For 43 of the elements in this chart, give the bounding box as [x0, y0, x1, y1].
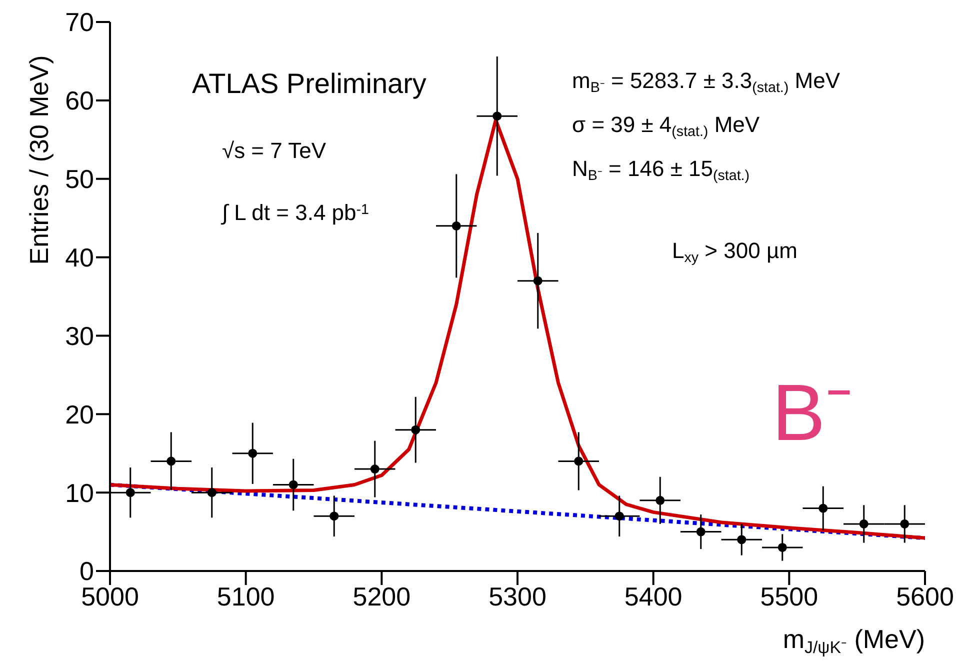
x-tick-label: 5500 [760, 581, 818, 612]
annotation: L$_{xy}$ > 300 µm [672, 238, 798, 266]
point [248, 448, 258, 458]
point [574, 456, 584, 466]
point [330, 512, 339, 521]
annotation: B⁻ [772, 368, 852, 457]
point [696, 527, 706, 536]
annotation: σ = 39 ± 4$_{(stat.)}$ MeV [572, 112, 760, 140]
point [859, 519, 868, 528]
annotation: ∫ L dt = 3.4 pb$^{-1}$ [220, 200, 370, 225]
point [411, 425, 420, 434]
x-tick-label: 5600 [896, 581, 954, 612]
y-tick-label: 30 [65, 320, 94, 351]
point [656, 496, 665, 505]
point [778, 542, 787, 552]
y-axis-title: Entries / (30 MeV) [24, 55, 54, 265]
annotation: m$_{B⁻}$ = 5283.7 ± 3.3$_{(stat.)}$ MeV [572, 68, 840, 96]
point [737, 535, 746, 544]
y-tick-label: 40 [65, 242, 94, 273]
point [370, 464, 380, 474]
point [492, 112, 502, 121]
y-tick-label: 20 [65, 399, 94, 430]
x-tick-label: 5200 [352, 581, 411, 612]
annotation: √s = 7 TeV [222, 138, 326, 163]
point [818, 504, 828, 513]
annotation: ATLAS Preliminary [192, 68, 426, 99]
annotation: N$_{B⁻}$ = 146 ± 15$_{(stat.)}$ [572, 156, 750, 184]
x-tick-label: 5300 [488, 581, 546, 612]
y-tick-label: 10 [65, 478, 94, 508]
y-tick-label: 50 [65, 164, 94, 194]
point [126, 488, 135, 498]
y-tick-label: 70 [65, 7, 94, 38]
point [614, 512, 624, 521]
x-tick-label: 5100 [216, 581, 275, 612]
y-tick-label: 60 [65, 86, 94, 116]
point [166, 456, 176, 466]
point [452, 221, 461, 230]
point [207, 488, 216, 498]
point [900, 519, 910, 528]
x-axis-title: m$_{J/ψK⁻}$ (MeV) [782, 624, 925, 658]
x-tick-label: 5400 [624, 581, 682, 612]
point [533, 276, 542, 286]
point [288, 480, 298, 490]
